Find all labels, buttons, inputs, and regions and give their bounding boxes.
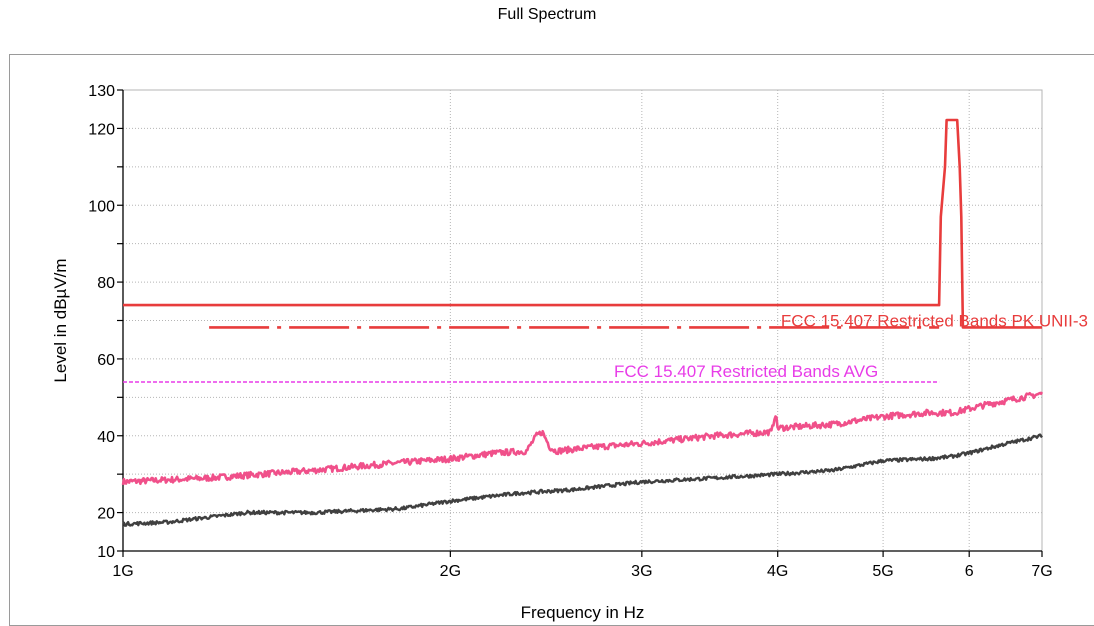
x-tick-label: 3G: [631, 563, 652, 580]
y-axis-title: Level in dBµV/m: [51, 258, 70, 382]
chart-title: Full Spectrum: [497, 6, 597, 23]
labels-layer: FCC 15.407 Restricted Bands PK UNII-3 FCC…: [614, 311, 1088, 381]
x-tick-label: 1G: [112, 563, 133, 580]
series-peak-scan: [121, 391, 1044, 486]
y-tick-label: 60: [97, 352, 115, 369]
series-layer: [121, 118, 1044, 527]
limit-line-label: FCC 15.407 Restricted Bands AVG: [614, 362, 878, 381]
x-tick-label: 5G: [872, 563, 893, 580]
y-tick-label: 40: [97, 429, 115, 446]
y-tick-label: 120: [88, 121, 115, 138]
y-tick-label: 130: [88, 83, 115, 100]
y-tick-label: 80: [97, 275, 115, 292]
series-average-scan: [121, 433, 1043, 527]
y-tick-label: 100: [88, 198, 115, 215]
x-tick-label: 7G: [1031, 563, 1052, 580]
y-tick-label: 10: [97, 544, 115, 561]
x-tick-label: 6: [965, 563, 974, 580]
x-tick-label: 2G: [440, 563, 461, 580]
series-pk-limit: [123, 118, 1042, 329]
x-axis-title: Frequency in Hz: [521, 603, 645, 622]
limit-line-label: FCC 15.407 Restricted Bands PK UNII-3: [781, 311, 1088, 330]
x-tick-label: 4G: [767, 563, 788, 580]
y-tick-label: 20: [97, 506, 115, 523]
axes: 10 20 40 60 80 100 120 130 1G 2G 3G 4G 5G 6 7G: [88, 83, 1052, 580]
